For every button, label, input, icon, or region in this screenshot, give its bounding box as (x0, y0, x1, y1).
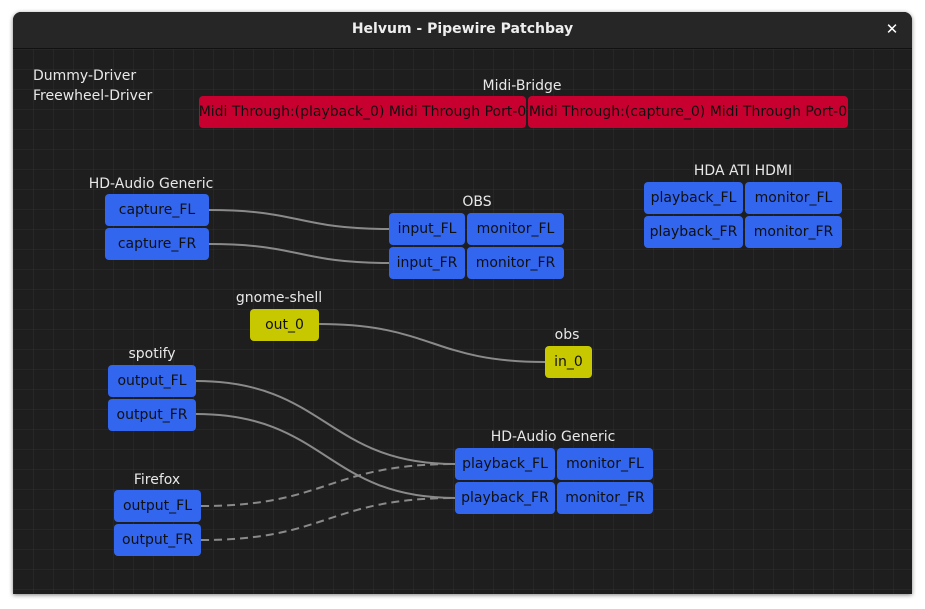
port-monitor-fl[interactable]: monitor_FL (745, 182, 842, 214)
port-playback-fl[interactable]: playback_FL (644, 182, 743, 214)
link-firefox-fr-playback-fr[interactable] (200, 497, 456, 541)
port-monitor-fl[interactable]: monitor_FL (557, 448, 653, 480)
node-freewheel-driver[interactable]: Freewheel-Driver (33, 88, 153, 104)
port-monitor-fr[interactable]: monitor_FR (745, 216, 842, 248)
node-dummy-driver[interactable]: Dummy-Driver (33, 68, 137, 84)
link-spotify-fl-playback-fl[interactable] (195, 380, 456, 465)
port-out-0[interactable]: out_0 (250, 309, 319, 341)
node-title-hda-ati-hdmi: HDA ATI HDMI (693, 163, 793, 179)
window-title: Helvum - Pipewire Patchbay (351, 21, 574, 37)
port-capture-fl[interactable]: capture_FL (105, 194, 209, 226)
node-title-obs: OBS (462, 194, 492, 210)
port-output-fl[interactable]: output_FL (114, 490, 201, 522)
link-capture-fr-input-fr[interactable] (208, 243, 390, 264)
port-midi-capture[interactable]: Midi Through:(capture_0) Midi Through Po… (528, 96, 848, 128)
port-input-fl[interactable]: input_FL (389, 213, 465, 245)
port-monitor-fr[interactable]: monitor_FR (557, 482, 653, 514)
node-title-firefox: Firefox (133, 472, 181, 488)
port-capture-fr[interactable]: capture_FR (105, 228, 209, 260)
port-input-fr[interactable]: input_FR (389, 247, 465, 279)
link-spotify-fr-playback-fr[interactable] (195, 413, 456, 499)
port-in-0[interactable]: in_0 (545, 346, 592, 378)
graph-canvas[interactable]: Dummy-Driver Freewheel-Driver Midi-Bridg… (13, 49, 912, 594)
port-monitor-fr[interactable]: monitor_FR (467, 247, 564, 279)
close-icon[interactable]: ✕ (885, 20, 899, 38)
node-title-hd-audio-in: HD-Audio Generic (88, 176, 214, 192)
port-playback-fl[interactable]: playback_FL (455, 448, 555, 480)
node-title-gnome-shell: gnome-shell (235, 290, 323, 306)
node-title-hd-audio-out: HD-Audio Generic (490, 429, 616, 445)
link-firefox-fl-playback-fl[interactable] (200, 463, 456, 507)
port-output-fl[interactable]: output_FL (108, 365, 196, 397)
node-title-midi-bridge: Midi-Bridge (482, 78, 562, 94)
port-monitor-fl[interactable]: monitor_FL (467, 213, 564, 245)
titlebar: Helvum - Pipewire Patchbay ✕ (13, 12, 912, 49)
link-out0-in0[interactable] (318, 323, 546, 363)
node-title-obs-video: obs (554, 327, 580, 343)
link-capture-fl-input-fl[interactable] (208, 209, 390, 230)
port-playback-fr[interactable]: playback_FR (644, 216, 743, 248)
node-title-spotify: spotify (128, 346, 176, 362)
app-window: Helvum - Pipewire Patchbay ✕ Dummy-Drive… (13, 12, 912, 594)
port-playback-fr[interactable]: playback_FR (455, 482, 555, 514)
port-midi-playback[interactable]: Midi Through:(playback_0) Midi Through P… (199, 96, 526, 128)
port-output-fr[interactable]: output_FR (108, 399, 196, 431)
port-output-fr[interactable]: output_FR (114, 524, 201, 556)
